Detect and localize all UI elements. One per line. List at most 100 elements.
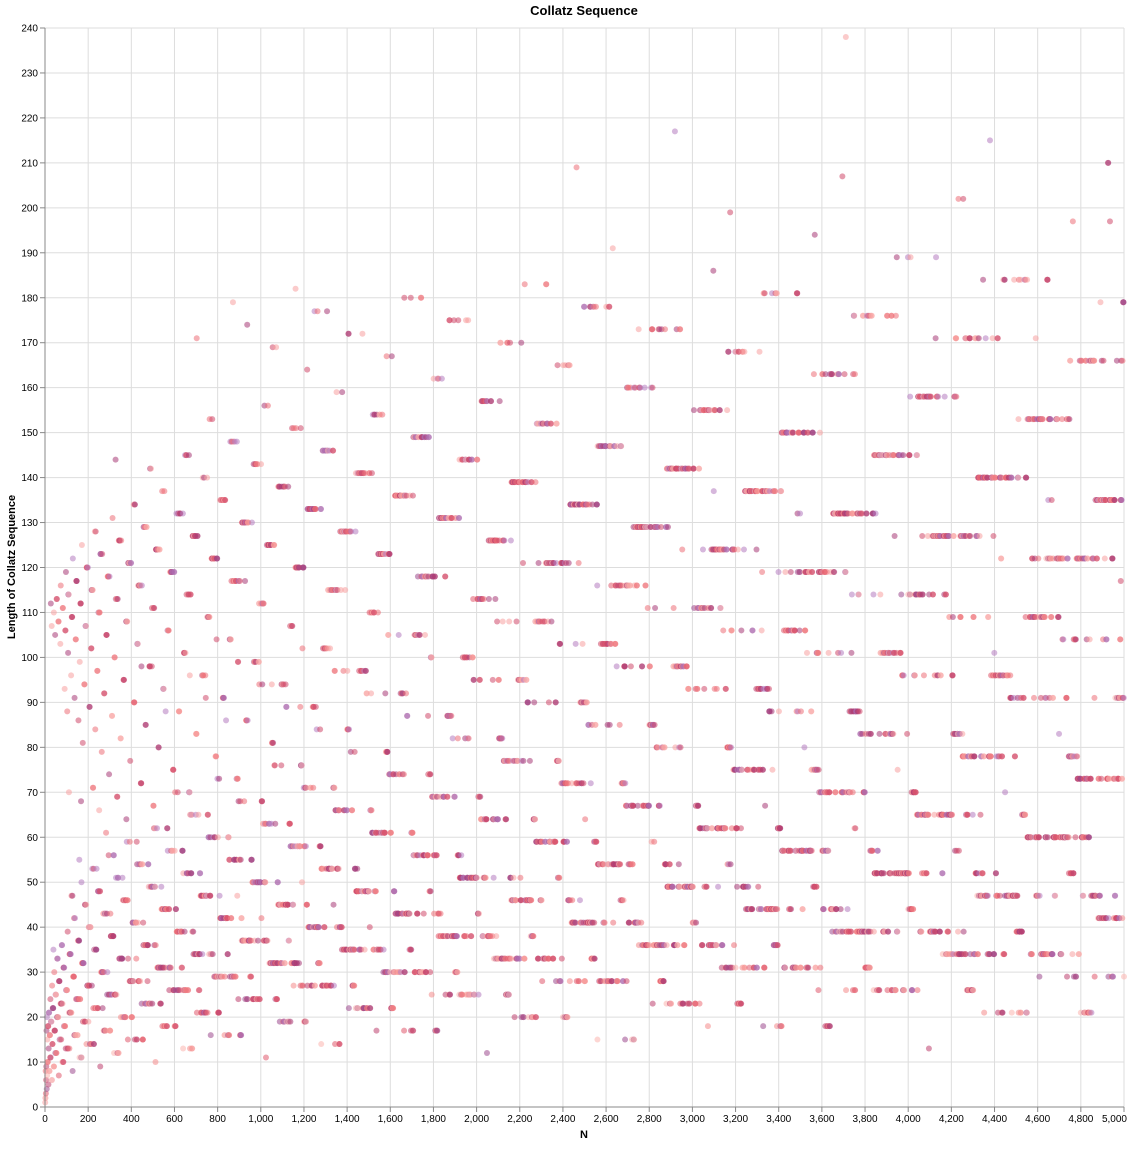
data-point xyxy=(1007,672,1013,678)
data-point xyxy=(898,591,904,597)
data-point xyxy=(439,376,445,382)
data-point xyxy=(465,317,471,323)
data-point xyxy=(454,969,460,975)
data-point xyxy=(274,996,280,1002)
data-point xyxy=(50,1041,56,1047)
data-point xyxy=(144,524,150,530)
data-point xyxy=(64,708,70,714)
data-point xyxy=(346,1005,352,1011)
data-point xyxy=(62,1023,68,1029)
data-point xyxy=(928,394,934,400)
data-point xyxy=(401,1028,407,1034)
data-point xyxy=(287,1019,293,1025)
data-point xyxy=(273,344,279,350)
data-point xyxy=(843,34,849,40)
data-point xyxy=(190,929,196,935)
data-point xyxy=(759,627,765,633)
data-point xyxy=(58,1037,64,1043)
data-point xyxy=(647,663,653,669)
data-point xyxy=(838,650,844,656)
data-point xyxy=(103,830,109,836)
data-point xyxy=(817,430,823,436)
data-point xyxy=(607,722,613,728)
data-point xyxy=(337,1041,343,1047)
data-point xyxy=(1102,556,1108,562)
data-point xyxy=(149,1001,155,1007)
data-point xyxy=(402,969,408,975)
data-point xyxy=(555,362,561,368)
data-point xyxy=(396,632,402,638)
data-point xyxy=(366,888,372,894)
data-point xyxy=(621,897,627,903)
data-point xyxy=(221,695,227,701)
data-point xyxy=(1000,1010,1006,1016)
data-point xyxy=(92,726,98,732)
data-point xyxy=(151,605,157,611)
data-point xyxy=(591,920,597,926)
data-point xyxy=(118,538,124,544)
data-point xyxy=(313,506,319,512)
data-point xyxy=(51,969,57,975)
data-point xyxy=(965,812,971,818)
data-point xyxy=(133,956,139,962)
data-point xyxy=(606,304,612,310)
data-point xyxy=(1073,974,1079,980)
data-point xyxy=(156,744,162,750)
data-point xyxy=(230,299,236,305)
points-layer xyxy=(42,34,1127,1106)
data-point xyxy=(634,582,640,588)
data-point xyxy=(134,1037,140,1043)
data-point xyxy=(1009,475,1015,481)
data-point xyxy=(953,335,959,341)
data-point xyxy=(172,848,178,854)
data-point xyxy=(564,1014,570,1020)
data-point xyxy=(249,857,255,863)
data-point xyxy=(352,749,358,755)
data-point xyxy=(176,708,182,714)
data-point xyxy=(1045,834,1051,840)
data-point xyxy=(725,349,731,355)
data-point xyxy=(175,789,181,795)
data-point xyxy=(484,816,490,822)
data-point xyxy=(346,726,352,732)
data-point xyxy=(646,803,652,809)
data-point xyxy=(429,654,435,660)
data-point xyxy=(52,632,58,638)
data-point xyxy=(60,1059,66,1065)
data-point xyxy=(852,825,858,831)
data-point xyxy=(759,569,765,575)
data-point xyxy=(645,605,651,611)
data-point xyxy=(324,308,330,314)
data-point xyxy=(375,609,381,615)
data-point xyxy=(518,340,524,346)
data-point xyxy=(290,902,296,908)
data-point xyxy=(1009,1010,1015,1016)
data-point xyxy=(738,1001,744,1007)
data-point xyxy=(868,731,874,737)
data-point xyxy=(971,614,977,620)
data-point xyxy=(74,578,80,584)
data-point xyxy=(798,965,804,971)
data-point xyxy=(552,839,558,845)
data-point xyxy=(554,421,560,427)
data-point xyxy=(1002,277,1008,283)
data-point xyxy=(143,722,149,728)
data-point xyxy=(869,313,875,319)
data-point xyxy=(486,596,492,602)
data-point xyxy=(1056,614,1062,620)
data-point xyxy=(1022,812,1028,818)
data-point xyxy=(1048,614,1054,620)
data-point xyxy=(62,686,68,692)
data-point xyxy=(131,699,137,705)
data-point xyxy=(96,807,102,813)
data-point xyxy=(215,834,221,840)
data-point xyxy=(777,825,783,831)
data-point xyxy=(182,929,188,935)
data-point xyxy=(501,538,507,544)
data-point xyxy=(1076,951,1082,957)
data-point xyxy=(686,1001,692,1007)
data-point xyxy=(970,812,976,818)
data-point xyxy=(804,650,810,656)
data-point xyxy=(321,924,327,930)
data-point xyxy=(88,645,94,651)
